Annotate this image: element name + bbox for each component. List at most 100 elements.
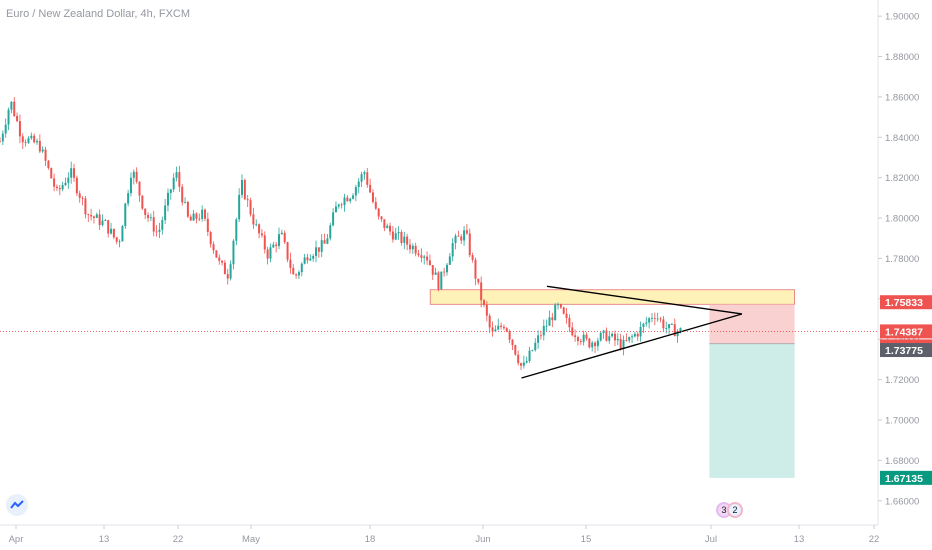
candle-body: [144, 208, 147, 215]
candle-body: [286, 242, 289, 260]
candle-body: [340, 204, 343, 206]
candle-body: [599, 333, 602, 341]
candle: [221, 260, 224, 266]
candle: [656, 312, 659, 322]
candle: [471, 252, 474, 263]
candle-body: [206, 218, 209, 232]
candle: [186, 200, 189, 219]
candle-body: [582, 334, 585, 342]
candle: [625, 333, 628, 342]
candle: [124, 202, 127, 229]
time-tick-label: Jun: [475, 534, 490, 545]
candle-body: [280, 232, 283, 235]
candle: [622, 335, 625, 356]
candle-body: [408, 244, 411, 250]
candle-body: [488, 315, 491, 328]
candle: [428, 254, 431, 266]
candle-body: [110, 228, 113, 234]
candle-body: [465, 230, 468, 234]
candle-body: [554, 304, 557, 321]
candle-body: [374, 201, 377, 209]
candle: [275, 241, 278, 253]
candle: [329, 222, 332, 241]
time-tick-label: 22: [869, 534, 880, 545]
candle-body: [223, 262, 226, 275]
event-marker[interactable]: 2: [727, 502, 743, 518]
candle-body: [112, 228, 115, 238]
symbol-title[interactable]: Euro / New Zealand Dollar, 4h, FXCM: [6, 8, 191, 20]
candle-body: [480, 282, 483, 301]
candle-body: [428, 260, 431, 266]
candle-body: [443, 271, 446, 273]
candle: [500, 322, 503, 330]
candle: [286, 241, 289, 263]
candle-body: [525, 361, 528, 363]
price-tick-label: 1.84000: [885, 133, 919, 144]
candle-body: [537, 335, 540, 343]
candle-body: [181, 186, 184, 203]
candle-body: [138, 181, 141, 196]
candle: [545, 319, 548, 332]
candle: [485, 301, 488, 322]
candle-body: [491, 327, 494, 332]
target-price-tag: 1.67135: [880, 470, 932, 485]
candle-body: [169, 189, 172, 193]
candle-body: [118, 241, 121, 243]
economic-events[interactable]: 3 2: [716, 502, 743, 518]
candle: [70, 161, 73, 184]
candle-body: [653, 318, 656, 319]
candle-body: [445, 264, 448, 273]
candle-body: [67, 177, 70, 183]
candle: [295, 273, 298, 279]
candle: [411, 243, 414, 254]
candle-body: [326, 238, 329, 244]
candle: [155, 225, 158, 237]
candle: [389, 222, 392, 236]
candle-body: [642, 323, 645, 327]
candle: [238, 188, 241, 223]
candle-body: [371, 192, 374, 202]
price-tick-label: 1.72000: [885, 375, 919, 386]
candle: [101, 214, 104, 227]
candle-body: [628, 336, 631, 341]
time-axis[interactable]: Apr 13 22 May 18 Jun 15 Jul 13 22: [0, 524, 880, 545]
candle-body: [164, 205, 167, 221]
tradingview-logo-icon[interactable]: [6, 494, 28, 516]
candle-body: [33, 135, 36, 143]
price-tick-label: 1.86000: [885, 92, 919, 103]
candle-body: [232, 240, 235, 265]
candle: [636, 331, 639, 341]
candle: [531, 349, 534, 352]
price-axis[interactable]: 1.660001.680001.700001.720001.740001.760…: [877, 0, 919, 525]
candle: [542, 319, 545, 341]
candle: [377, 207, 380, 220]
candle: [297, 270, 300, 280]
candle: [445, 263, 448, 276]
candle-body: [278, 234, 281, 246]
candle-body: [420, 255, 423, 258]
time-tick-label: Jul: [705, 534, 717, 545]
resistance-price-tag-bg: [880, 295, 932, 310]
resistance-price-tag: 1.75833: [880, 295, 932, 310]
price-tick-label: 1.78000: [885, 254, 919, 265]
candle-body: [329, 225, 332, 239]
candle: [18, 114, 21, 144]
candle: [203, 208, 206, 222]
candle: [175, 166, 178, 182]
candle-body: [343, 197, 346, 206]
candle: [579, 338, 582, 345]
candle: [448, 252, 451, 266]
candle-body: [189, 216, 192, 221]
candle-body: [226, 274, 229, 279]
candle: [317, 247, 320, 258]
candle-body: [548, 317, 551, 326]
candle-body: [266, 249, 269, 259]
candle: [303, 253, 306, 265]
resistance-price-tag-text: 1.75833: [885, 297, 923, 309]
candle: [460, 234, 463, 245]
candle-body: [1, 133, 4, 142]
candle-body: [107, 220, 110, 234]
candle: [55, 184, 58, 192]
candle-body: [363, 172, 366, 175]
